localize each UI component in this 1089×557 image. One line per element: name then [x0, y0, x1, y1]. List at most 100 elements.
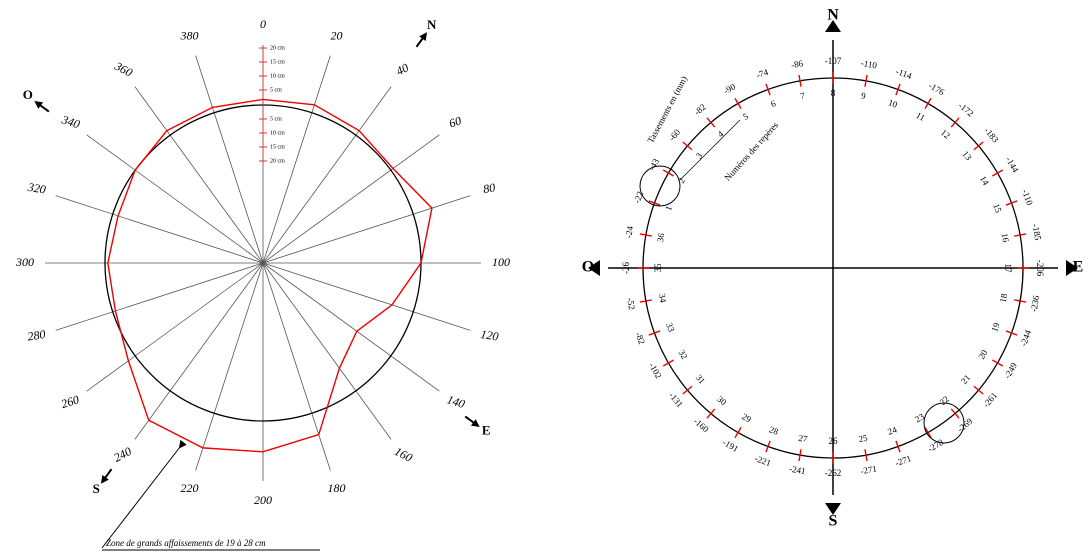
settlement-value: -172	[956, 100, 975, 118]
settlement-value: -82	[634, 331, 648, 346]
spoke	[262, 195, 471, 264]
benchmark-number: 18	[998, 292, 1009, 303]
settlement-value: -82	[692, 102, 708, 117]
angle-label: 120	[480, 327, 500, 344]
benchmark-number: 28	[768, 424, 780, 437]
angle-label: 300	[15, 255, 34, 269]
spoke	[262, 262, 440, 392]
benchmark-tick	[798, 74, 802, 87]
benchmark-tick	[991, 169, 1004, 177]
benchmark-tick	[734, 426, 742, 439]
spoke	[55, 262, 264, 331]
benchmark-tick	[864, 74, 868, 87]
settlement-value: -269	[955, 416, 974, 435]
compass-letter: N	[427, 17, 437, 32]
angle-label: 260	[59, 392, 80, 411]
compass-letter: E	[482, 423, 491, 438]
benchmark-tick	[765, 83, 771, 96]
settlement-value: -249	[1002, 360, 1019, 380]
spoke	[262, 134, 440, 264]
angle-label: 280	[26, 327, 46, 344]
caption-leader	[679, 119, 741, 181]
angle-label: 60	[447, 113, 463, 130]
settlement-value: -74	[755, 67, 770, 81]
scale-label: 5 cm	[270, 87, 282, 93]
benchmark-number: 20	[976, 348, 989, 361]
benchmark-number: 10	[887, 97, 899, 110]
benchmark-tick	[950, 408, 960, 419]
compass-arrow	[100, 468, 113, 484]
settlement-value: -107	[825, 56, 842, 66]
benchmark-number: 33	[664, 321, 677, 333]
angle-label: 340	[59, 112, 81, 131]
settlement-value: -261	[981, 390, 999, 409]
settlement-value: -102	[647, 361, 664, 380]
benchmark-number: 3	[694, 150, 705, 160]
spoke	[262, 262, 392, 440]
axis-arrowhead	[1066, 260, 1078, 276]
benchmark-number: 6	[769, 98, 777, 109]
angle-label: 140	[445, 392, 466, 411]
angle-label: 320	[26, 180, 47, 197]
scale-label: 15 cm	[270, 59, 285, 65]
benchmark-number: 17	[1003, 264, 1013, 274]
benchmark-tick	[648, 200, 661, 206]
benchmark-number: 7	[800, 90, 807, 101]
benchmark-number: 32	[677, 348, 690, 361]
benchmark-number: 8	[831, 88, 836, 98]
angle-label: 160	[392, 444, 414, 465]
compass-letter: O	[23, 87, 33, 102]
scale-label: 5 cm	[270, 116, 282, 122]
settlement-value: -221	[753, 453, 772, 468]
compass-letter: N	[827, 7, 839, 24]
spoke	[86, 262, 264, 392]
benchmark-tick	[734, 97, 742, 110]
benchmark-tick	[1014, 233, 1027, 237]
benchmark-number: 16	[1000, 232, 1011, 243]
spoke	[262, 262, 331, 471]
benchmark-tick	[706, 117, 716, 128]
benchmark-tick	[662, 359, 675, 367]
settlement-value: -86	[790, 58, 804, 70]
settlement-profile	[107, 98, 433, 453]
benchmark-tick	[639, 233, 652, 237]
settlement-value: -110	[860, 58, 878, 71]
benchmark-number: 19	[989, 321, 1002, 333]
benchmark-tick	[973, 141, 984, 151]
spoke	[262, 262, 471, 331]
settlement-value: -160	[692, 416, 711, 435]
settlement-value: -24	[623, 225, 635, 239]
benchmark-number: 35	[653, 263, 663, 273]
scale-label: 10 cm	[270, 130, 285, 136]
benchmark-number: 27	[798, 433, 809, 444]
benchmark-tick	[682, 385, 693, 395]
benchmark-number: 31	[694, 373, 707, 386]
settlement-value: -60	[667, 127, 683, 143]
benchmark-number: 25	[858, 433, 869, 444]
settlement-value: -236	[1029, 294, 1042, 312]
settlement-value: -206	[1035, 260, 1045, 277]
spoke	[195, 55, 264, 264]
benchmark-tick	[1005, 330, 1018, 336]
settlement-value: -191	[721, 437, 740, 454]
benchmark-tick	[895, 440, 901, 453]
angle-label: 40	[394, 60, 411, 78]
benchmark-tick	[924, 426, 932, 439]
settlement-value: -244	[1018, 328, 1033, 347]
settlement-value: -114	[894, 66, 913, 81]
angle-label: 80	[482, 180, 496, 196]
benchmark-tick	[895, 83, 901, 96]
benchmark-tick	[648, 330, 661, 336]
spoke	[86, 134, 264, 264]
angle-label: 240	[111, 444, 133, 465]
benchmark-number: 13	[960, 149, 974, 163]
benchmark-number: 34	[657, 293, 668, 304]
benchmark-number: 30	[715, 394, 729, 408]
benchmark-number: 4	[716, 128, 726, 139]
benchmark-tick	[639, 299, 652, 303]
settlement-value: -110	[1020, 188, 1035, 207]
benchmark-number: 11	[914, 110, 927, 123]
settlement-value: -241	[788, 464, 806, 477]
benchmark-number: 21	[959, 373, 972, 386]
